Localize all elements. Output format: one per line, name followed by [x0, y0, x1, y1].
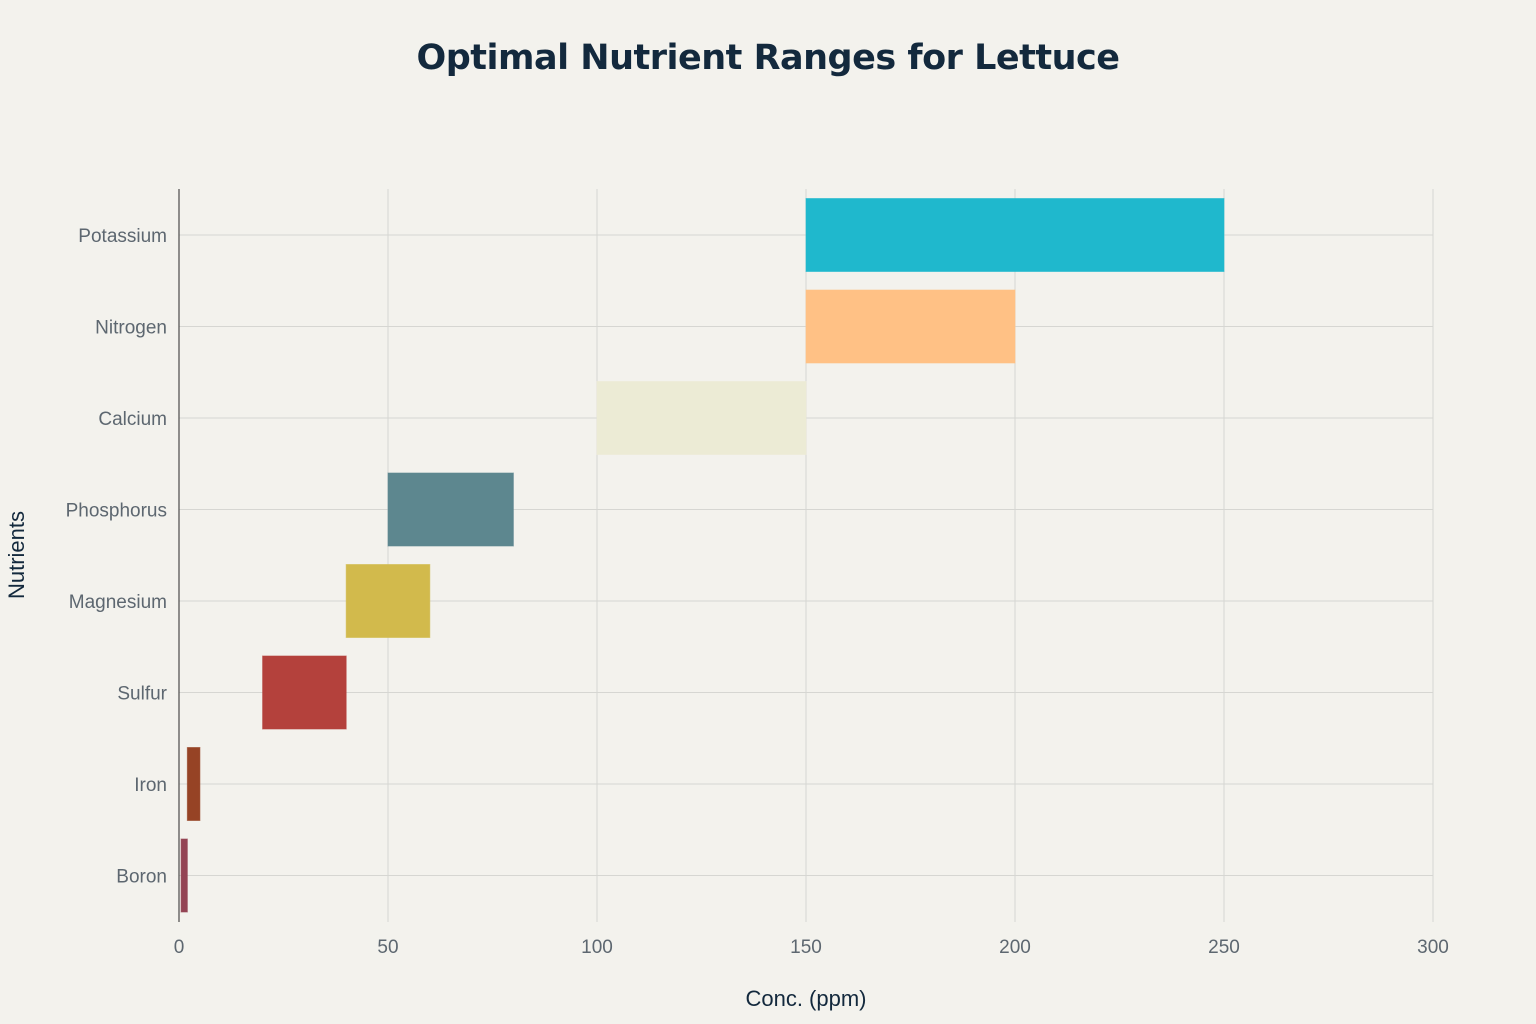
x-tick-label: 0 [174, 937, 185, 958]
y-tick-label: Magnesium [69, 592, 167, 613]
x-tick-label: 100 [581, 937, 613, 958]
bar-iron [186, 747, 201, 821]
y-tick-label: Nitrogen [95, 318, 167, 339]
x-tick-label: 200 [999, 937, 1031, 958]
axis-layer: 0 50 100 150 200 250 300 Potassium Nitrogen Calci… [66, 189, 1449, 958]
y-axis-title: Nutrients [4, 511, 29, 599]
bar-calcium [596, 381, 807, 455]
bar-layer [180, 198, 1225, 913]
bar-boron [180, 838, 188, 913]
bar-sulfur [262, 655, 347, 730]
bar-nitrogen [805, 289, 1016, 364]
y-tick-label: Calcium [98, 409, 167, 430]
bar-potassium [805, 198, 1225, 272]
x-tick-label: 300 [1417, 937, 1449, 958]
x-tick-label: 250 [1208, 937, 1240, 958]
x-axis-title: Conc. (ppm) [745, 986, 866, 1011]
y-tick-label: Sulfur [117, 684, 167, 705]
y-tick-label: Phosphorus [66, 501, 167, 522]
bar-phosphorus [387, 472, 514, 547]
x-tick-label: 50 [377, 937, 398, 958]
bar-magnesium [345, 564, 431, 638]
chart-title: Optimal Nutrient Ranges for Lettuce [416, 38, 1121, 78]
y-tick-label: Potassium [78, 226, 167, 247]
y-tick-label: Boron [116, 867, 167, 888]
y-tick-label: Iron [134, 775, 167, 796]
x-tick-label: 150 [790, 937, 822, 958]
